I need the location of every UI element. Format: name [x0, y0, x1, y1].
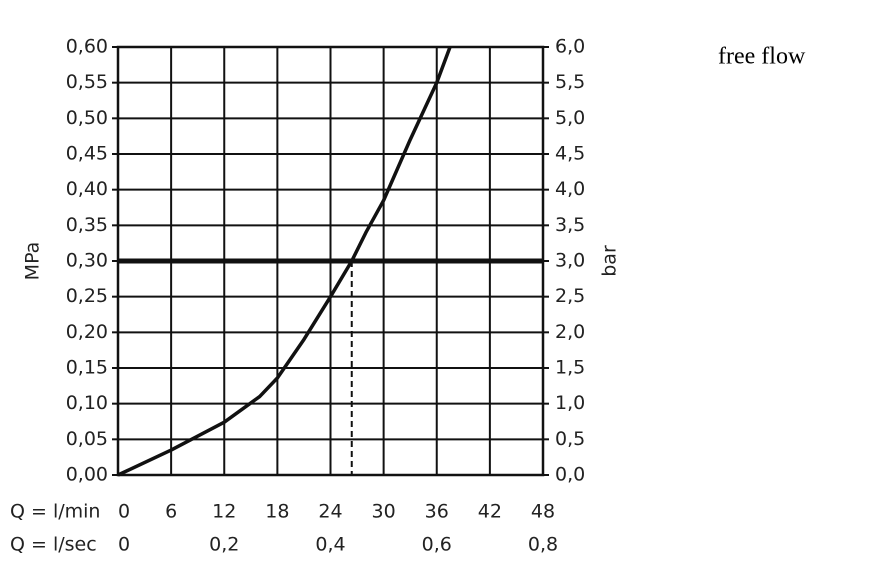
y-tick-label: 0,45	[66, 143, 108, 165]
y-tick-label: 0,15	[66, 357, 108, 379]
y2-tick-label: 4,0	[555, 178, 585, 200]
x-tick-label: 36	[425, 501, 449, 523]
y-tick-label: 0,35	[66, 214, 108, 236]
x-tick-label: 6	[165, 501, 177, 523]
y-tick-label: 0,20	[66, 321, 108, 343]
x-axis-label: Q = l/min	[10, 501, 100, 523]
y2-tick-label: 5,0	[555, 107, 585, 129]
y2-tick-label: 0,0	[555, 464, 585, 486]
y2-tick-label: 2,0	[555, 321, 585, 343]
x2-tick-label: 0,4	[315, 534, 345, 556]
y2-tick-label: 6,0	[555, 36, 585, 58]
x-tick-label: 12	[212, 501, 236, 523]
y2-tick-label: 5,5	[555, 71, 585, 93]
y-tick-label: 0,05	[66, 428, 108, 450]
annotation: free flow	[718, 44, 806, 70]
y-tick-label: 0,10	[66, 392, 108, 414]
x2-tick-label: 0,6	[422, 534, 452, 556]
x2-tick-label: 0	[118, 534, 130, 556]
y-tick-label: 0,60	[66, 36, 108, 58]
x2-axis-label: Q = l/sec	[10, 534, 97, 556]
y-tick-label: 0,55	[66, 71, 108, 93]
y-tick-label: 0,30	[66, 250, 108, 272]
y-tick-label: 0,50	[66, 107, 108, 129]
x-tick-label: 18	[265, 501, 289, 523]
y2-tick-label: 3,0	[555, 250, 585, 272]
y-tick-label: 0,00	[66, 464, 108, 486]
curve	[117, 46, 452, 477]
x-tick-label: 0	[118, 501, 130, 523]
y2-axis-label: bar	[599, 245, 621, 277]
y2-tick-label: 0,5	[555, 428, 585, 450]
x-tick-label: 42	[478, 501, 502, 523]
y-tick-label: 0,25	[66, 285, 108, 307]
x2-tick-label: 0,2	[209, 534, 239, 556]
y2-tick-label: 4,5	[555, 143, 585, 165]
x-tick-label: 48	[531, 501, 555, 523]
y-axis-label: MPa	[22, 242, 44, 281]
y-tick-label: 0,40	[66, 178, 108, 200]
x-tick-label: 24	[318, 501, 342, 523]
y2-tick-label: 1,5	[555, 357, 585, 379]
y2-tick-label: 1,0	[555, 392, 585, 414]
x2-tick-label: 0,8	[528, 534, 558, 556]
y2-tick-label: 2,5	[555, 285, 585, 307]
y2-tick-label: 3,5	[555, 214, 585, 236]
x-tick-label: 30	[372, 501, 396, 523]
